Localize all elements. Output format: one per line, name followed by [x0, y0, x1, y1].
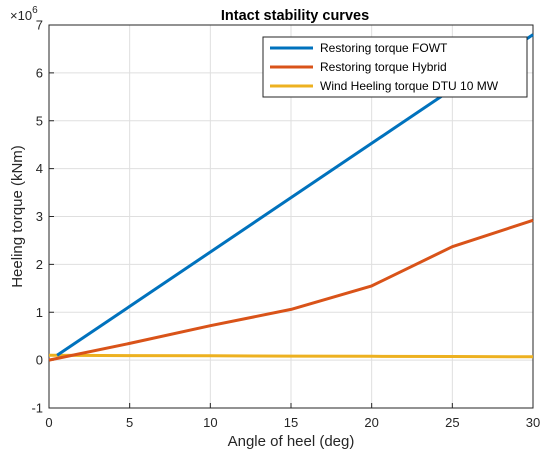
x-axis: 0 5 10 15 20 25 30: [45, 403, 540, 430]
y-tick-label: -1: [31, 401, 43, 416]
y-tick-label: 5: [36, 113, 43, 128]
chart-title: Intact stability curves: [221, 8, 369, 24]
y-tick-label: 2: [36, 257, 43, 272]
x-axis-title: Angle of heel (deg): [228, 433, 355, 450]
x-tick-label: 15: [284, 415, 298, 430]
legend-label-hybrid: Restoring torque Hybrid: [320, 60, 447, 74]
x-tick-label: 0: [45, 415, 52, 430]
series-line-1: [48, 218, 534, 362]
y-tick-label: 4: [36, 161, 43, 176]
x-tick-label: 20: [364, 415, 378, 430]
x-tick-label: 25: [445, 415, 459, 430]
y-tick-label: 1: [36, 305, 43, 320]
x-tick-label: 10: [203, 415, 217, 430]
y-tick-label: 3: [36, 209, 43, 224]
x-tick-label: 5: [126, 415, 133, 430]
x-tick-label: 30: [526, 415, 540, 430]
y-tick-label: 7: [36, 18, 43, 33]
y-axis-title: Heeling torque (kNm): [9, 145, 26, 288]
legend-label-fowt: Restoring torque FOWT: [320, 41, 448, 55]
y-tick-label: 0: [36, 353, 43, 368]
legend: Restoring torque FOWT Restoring torque H…: [262, 36, 528, 98]
y-scale-factor: ×106: [10, 5, 38, 23]
series-line-2: [48, 353, 534, 359]
legend-label-wind: Wind Heeling torque DTU 10 MW: [320, 79, 499, 93]
y-axis: -1 0 1 2 3 4 5 6 7: [31, 18, 54, 416]
y-tick-label: 6: [36, 65, 43, 80]
